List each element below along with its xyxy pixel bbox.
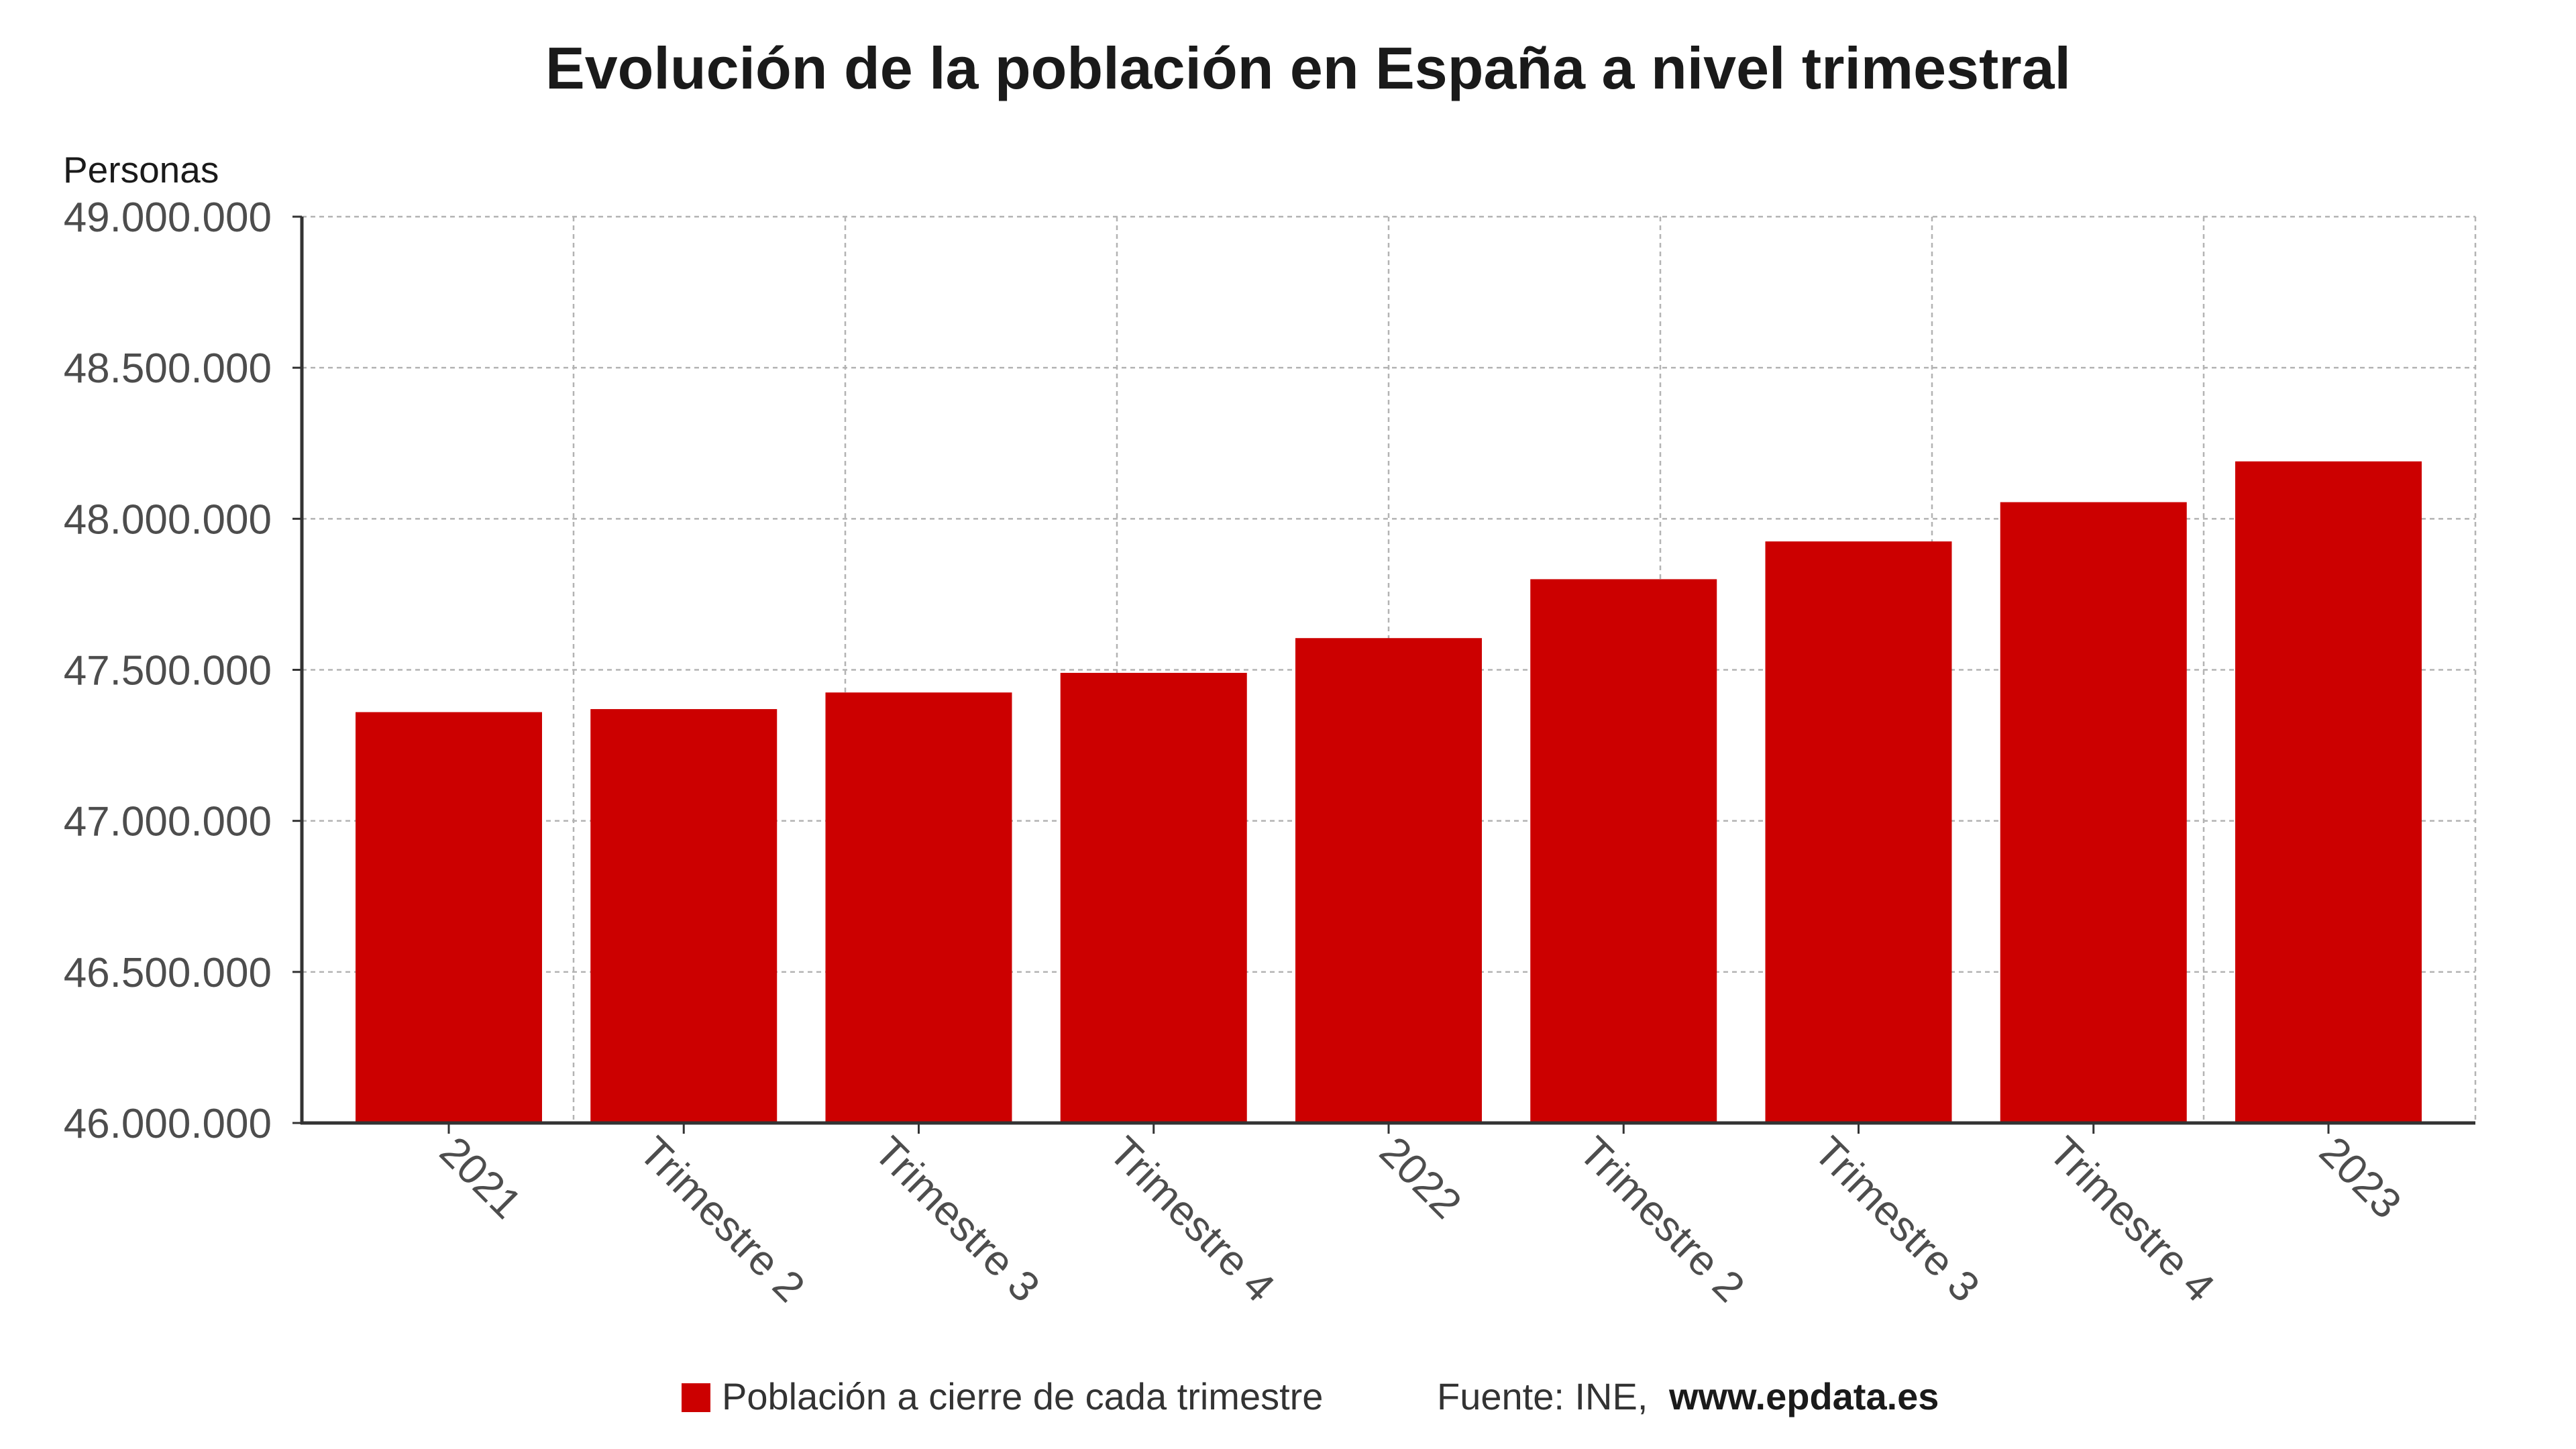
bars xyxy=(356,461,2422,1123)
legend-label: Población a cierre de cada trimestre xyxy=(722,1375,1323,1417)
source-link[interactable]: www.epdata.es xyxy=(1668,1375,1939,1417)
source-text: Fuente: INE, www.epdata.es xyxy=(1437,1375,1939,1417)
source-prefix: Fuente: INE, xyxy=(1437,1375,1648,1417)
x-tick-label: Trimestre 3 xyxy=(865,1128,1049,1311)
chart-title: Evolución de la población en España a ni… xyxy=(545,35,2071,101)
y-axis-label: Personas xyxy=(63,149,219,191)
bar xyxy=(2000,502,2187,1123)
y-tick-label: 47.000.000 xyxy=(64,799,272,845)
y-tick-label: 48.500.000 xyxy=(64,345,272,392)
y-tick-label: 46.000.000 xyxy=(64,1101,272,1147)
x-tick-label: 2022 xyxy=(1371,1128,1470,1228)
x-tick-label: Trimestre 4 xyxy=(2040,1128,2223,1311)
y-tick-label: 47.500.000 xyxy=(64,648,272,694)
bar xyxy=(590,709,777,1123)
legend: Población a cierre de cada trimestre xyxy=(682,1375,1323,1417)
bar xyxy=(1530,579,1717,1123)
x-tick-label: Trimestre 2 xyxy=(1570,1128,1753,1311)
x-tick-label: Trimestre 3 xyxy=(1805,1128,1988,1311)
x-tick-labels: 2021 Trimestre 2 Trimestre 3 Trimestre 4 202… xyxy=(431,1128,2410,1311)
x-tick-label: 2023 xyxy=(2310,1128,2410,1228)
y-tick-label: 46.500.000 xyxy=(64,950,272,996)
bar xyxy=(2235,461,2422,1123)
bar xyxy=(1295,638,1482,1123)
y-tick-label: 49.000.000 xyxy=(64,195,272,241)
x-tick-label: 2021 xyxy=(431,1128,531,1228)
axes xyxy=(292,215,2475,1134)
bar xyxy=(1060,673,1247,1123)
bar xyxy=(825,692,1012,1123)
legend-swatch xyxy=(682,1383,710,1412)
bar xyxy=(1765,541,1952,1123)
x-tick-label: Trimestre 4 xyxy=(1100,1128,1283,1311)
y-tick-labels: 46.000.000 46.500.000 47.000.000 47.500.000… xyxy=(64,195,272,1147)
bar xyxy=(356,712,542,1123)
y-tick-label: 48.000.000 xyxy=(64,496,272,543)
x-tick-label: Trimestre 2 xyxy=(630,1128,813,1311)
